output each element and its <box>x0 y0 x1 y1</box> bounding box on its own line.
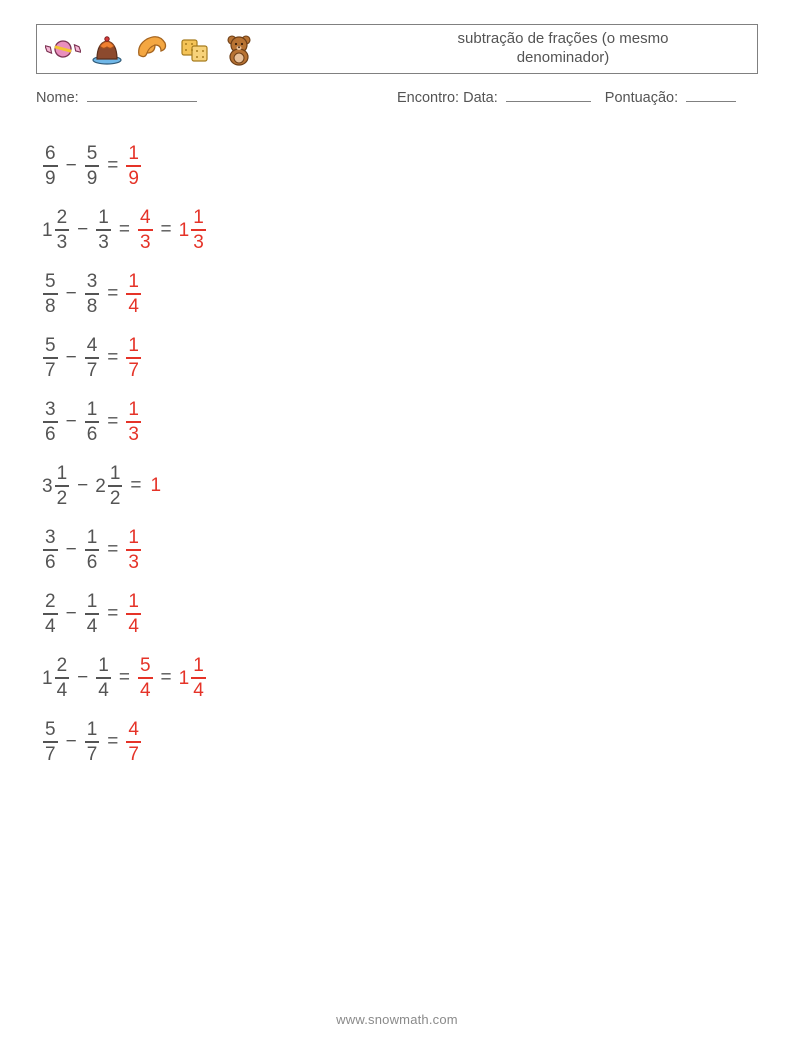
score-blank[interactable] <box>686 88 736 102</box>
fraction: 17 <box>85 720 100 763</box>
minus-op: − <box>59 347 84 369</box>
name-field: Nome: <box>36 88 397 106</box>
problem-row: 312−212=1 <box>42 454 758 518</box>
bear-icon <box>221 31 257 67</box>
title-line-1: subtração de frações (o mesmo <box>377 30 749 49</box>
minus-op: − <box>59 539 84 561</box>
info-line: Nome: Encontro: Data: Pontuação: <box>36 88 758 106</box>
whole-part: 2 <box>95 477 107 496</box>
candy-icon <box>45 31 81 67</box>
name-label: Nome: <box>36 90 79 106</box>
fraction: 14 <box>96 656 111 699</box>
header-icons <box>45 31 257 67</box>
fraction: 12 <box>55 464 70 507</box>
equals-op: = <box>123 475 148 497</box>
whole-part: 1 <box>42 669 54 688</box>
fraction: 36 <box>43 400 58 443</box>
equals-op: = <box>154 219 179 241</box>
answer-mixed: 114 <box>179 656 207 699</box>
mixed-number: 212 <box>95 464 123 507</box>
header-box: subtração de frações (o mesmo denominado… <box>36 24 758 74</box>
equals-op: = <box>100 731 125 753</box>
fraction: 59 <box>85 144 100 187</box>
fraction: 58 <box>43 272 58 315</box>
minus-op: − <box>59 603 84 625</box>
mixed-number: 312 <box>42 464 70 507</box>
fraction: 57 <box>43 720 58 763</box>
equals-op: = <box>100 539 125 561</box>
fraction: 47 <box>85 336 100 379</box>
minus-op: − <box>70 667 95 689</box>
fraction: 23 <box>55 208 70 251</box>
problem-row: 57−47=17 <box>42 326 758 390</box>
score-label: Pontuação: <box>605 90 678 106</box>
minus-op: − <box>59 411 84 433</box>
name-blank[interactable] <box>87 88 197 102</box>
crackers-icon <box>177 31 213 67</box>
fraction: 16 <box>85 400 100 443</box>
answer-fraction: 54 <box>138 656 153 699</box>
whole-part: 3 <box>42 477 54 496</box>
problem-row: 57−17=47 <box>42 710 758 774</box>
problem-row: 58−38=14 <box>42 262 758 326</box>
fraction: 13 <box>191 208 206 251</box>
answer-fraction: 13 <box>126 528 141 571</box>
score-field: Pontuação: <box>605 88 736 106</box>
fraction: 14 <box>85 592 100 635</box>
problem-row: 36−16=13 <box>42 390 758 454</box>
worksheet-title: subtração de frações (o mesmo denominado… <box>257 30 749 68</box>
pudding-icon <box>89 31 125 67</box>
fraction: 24 <box>43 592 58 635</box>
answer-fraction: 43 <box>138 208 153 251</box>
problem-row: 36−16=13 <box>42 518 758 582</box>
equals-op: = <box>100 155 125 177</box>
equals-op: = <box>100 283 125 305</box>
answer-fraction: 13 <box>126 400 141 443</box>
equals-op: = <box>100 603 125 625</box>
equals-op: = <box>154 667 179 689</box>
fraction: 57 <box>43 336 58 379</box>
answer-fraction: 17 <box>126 336 141 379</box>
footer: www.snowmath.com <box>0 1012 794 1027</box>
minus-op: − <box>70 475 95 497</box>
fraction: 69 <box>43 144 58 187</box>
worksheet-page: subtração de frações (o mesmo denominado… <box>0 0 794 774</box>
fraction: 16 <box>85 528 100 571</box>
answer-fraction: 14 <box>126 272 141 315</box>
equals-op: = <box>112 667 137 689</box>
problem-row: 24−14=14 <box>42 582 758 646</box>
answer-mixed: 113 <box>179 208 207 251</box>
equals-op: = <box>100 411 125 433</box>
answer-fraction: 47 <box>126 720 141 763</box>
fraction: 14 <box>191 656 206 699</box>
title-line-2: denominador) <box>377 49 749 68</box>
date-blank[interactable] <box>506 88 591 102</box>
equals-op: = <box>112 219 137 241</box>
mixed-number: 123 <box>42 208 70 251</box>
mixed-number: 124 <box>42 656 70 699</box>
equals-op: = <box>100 347 125 369</box>
fraction: 12 <box>108 464 123 507</box>
problem-row: 124−14=54=114 <box>42 646 758 710</box>
fraction: 24 <box>55 656 70 699</box>
whole-part: 1 <box>42 221 54 240</box>
encounter-field: Encontro: Data: <box>397 88 591 106</box>
answer-fraction: 14 <box>126 592 141 635</box>
footer-text: www.snowmath.com <box>336 1012 458 1027</box>
problems-list: 69−59=19123−13=43=11358−38=1457−47=1736−… <box>36 134 758 774</box>
minus-op: − <box>59 731 84 753</box>
problem-row: 123−13=43=113 <box>42 198 758 262</box>
minus-op: − <box>59 283 84 305</box>
croissant-icon <box>133 31 169 67</box>
fraction: 13 <box>96 208 111 251</box>
answer-int: 1 <box>149 475 162 497</box>
encounter-label: Encontro: Data: <box>397 90 498 106</box>
problem-row: 69−59=19 <box>42 134 758 198</box>
fraction: 38 <box>85 272 100 315</box>
minus-op: − <box>70 219 95 241</box>
minus-op: − <box>59 155 84 177</box>
answer-fraction: 19 <box>126 144 141 187</box>
fraction: 36 <box>43 528 58 571</box>
